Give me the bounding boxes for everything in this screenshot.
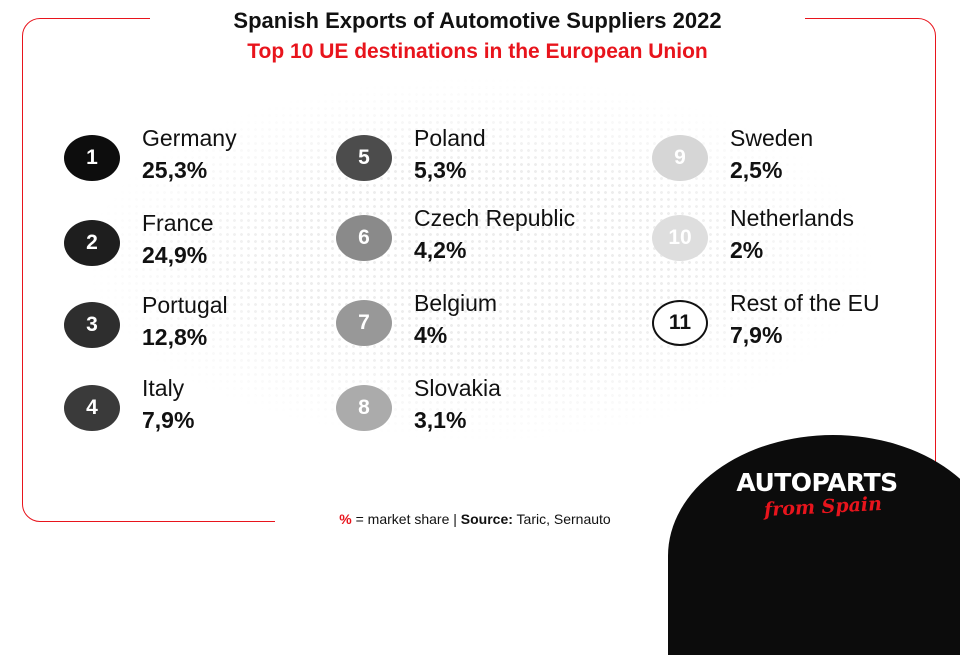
country-label: Poland (414, 125, 486, 151)
source-label: Source: (460, 511, 513, 527)
country-label: Rest of the EU (730, 290, 880, 316)
country-label: Slovakia (414, 375, 501, 401)
ranking-item: 3 Portugal 12,8% (64, 292, 324, 362)
rank-badge: 11 (652, 300, 708, 346)
ranking-item: 2 France 24,9% (64, 210, 324, 280)
market-share-value: 5,3% (414, 157, 467, 183)
market-share-value: 12,8% (142, 324, 208, 350)
country-label: Germany (142, 125, 237, 151)
market-share-value: 4% (414, 322, 448, 348)
country-label: Sweden (730, 125, 814, 151)
market-share-value: 24,9% (142, 242, 208, 268)
chart-subtitle: Top 10 UE destinations in the European U… (247, 40, 708, 63)
country-label: Belgium (414, 290, 498, 316)
autoparts-logo: AUTOPARTS (736, 468, 898, 497)
ranking-item: 1 Germany 25,3% (64, 125, 324, 195)
footnote: % = market share | Source: Taric, Sernau… (275, 511, 675, 527)
rank-badge: 5 (336, 135, 392, 181)
rank-badge: 6 (336, 215, 392, 261)
rank-badge: 10 (652, 215, 708, 261)
percent-sign: % (339, 511, 352, 527)
ranking-item: 9 Sweden 2,5% (652, 125, 912, 195)
ranking-item: 11 Rest of the EU 7,9% (652, 290, 912, 360)
market-share-value: 2,5% (730, 157, 783, 183)
ranking-item: 4 Italy 7,9% (64, 375, 324, 445)
ranking-item: 7 Belgium 4% (336, 290, 596, 360)
rank-badge: 3 (64, 302, 120, 348)
market-share-value: 7,9% (730, 322, 783, 348)
chart-title: Spanish Exports of Automotive Suppliers … (233, 8, 722, 33)
rank-badge: 7 (336, 300, 392, 346)
country-label: Portugal (142, 292, 228, 318)
country-label: Netherlands (730, 205, 855, 231)
rank-badge: 8 (336, 385, 392, 431)
market-share-value: 3,1% (414, 407, 467, 433)
ranking-item: 5 Poland 5,3% (336, 125, 596, 195)
market-share-value: 2% (730, 237, 764, 263)
market-share-value: 4,2% (414, 237, 467, 263)
country-label: Italy (142, 375, 185, 401)
market-share-value: 25,3% (142, 157, 208, 183)
country-label: Czech Republic (414, 205, 576, 231)
country-label: France (142, 210, 214, 236)
market-share-value: 7,9% (142, 407, 195, 433)
ranking-item: 10 Netherlands 2% (652, 205, 912, 275)
ranking-item: 6 Czech Republic 4,2% (336, 205, 596, 275)
ranking-item: 8 Slovakia 3,1% (336, 375, 596, 445)
rank-badge: 2 (64, 220, 120, 266)
rank-badge: 9 (652, 135, 708, 181)
source-text: Taric, Sernauto (512, 511, 611, 527)
rank-badge: 1 (64, 135, 120, 181)
footnote-equals: = market share | (351, 511, 461, 527)
rank-badge: 4 (64, 385, 120, 431)
